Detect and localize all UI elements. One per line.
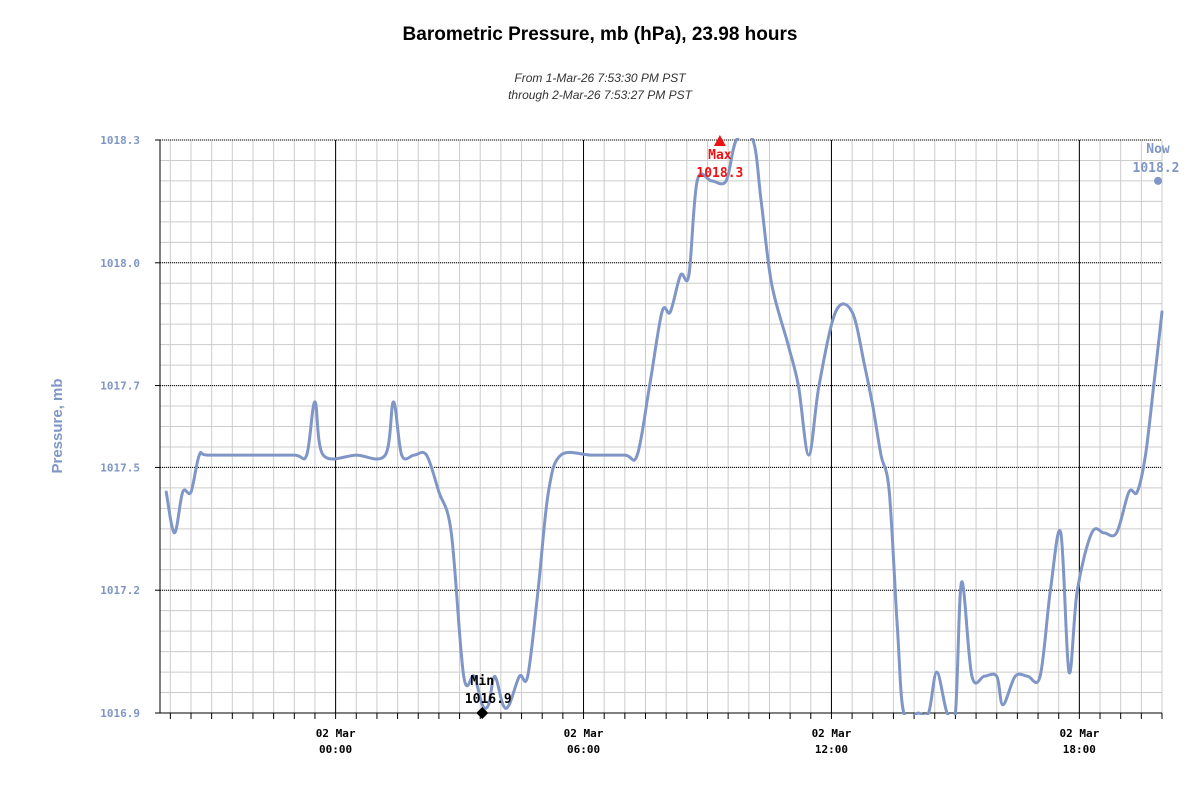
min-label: Min <box>471 674 494 689</box>
y-tick-label: 1016.9 <box>100 707 140 720</box>
y-tick-label: 1018.3 <box>100 134 140 147</box>
x-axis-ticks: 02 Mar 00:00 02 Mar 06:00 02 Mar 12:00 02 Mar 1… <box>316 727 1100 756</box>
now-label: Now <box>1146 142 1170 157</box>
x-tick-date: 02 Mar <box>316 727 356 740</box>
series-layer <box>164 138 1164 715</box>
x-tick-date: 02 Mar <box>1059 727 1099 740</box>
chart-subtitle-through: through 2-Mar-26 7:53:27 PM PST <box>508 88 692 102</box>
x-tick-time: 18:00 <box>1063 743 1096 756</box>
chart-subtitle-from: From 1-Mar-26 7:53:30 PM PST <box>514 71 686 85</box>
x-tick-date: 02 Mar <box>812 727 852 740</box>
now-value: 1018.2 <box>1133 161 1180 176</box>
y-axis-ticks: 1016.9 1017.2 1017.5 1017.7 1018.0 1018.3 <box>100 134 160 720</box>
series-line-0 <box>164 138 1164 715</box>
max-label: Max <box>708 148 732 163</box>
x-tick-time: 12:00 <box>815 743 848 756</box>
now-marker <box>1154 176 1162 185</box>
min-marker <box>476 707 489 719</box>
x-tick-time: 06:00 <box>567 743 600 756</box>
y-tick-label: 1018.0 <box>100 257 140 270</box>
x-tick-date: 02 Mar <box>564 727 604 740</box>
axes <box>159 140 1163 719</box>
max-value: 1018.3 <box>696 166 743 181</box>
chart-title: Barometric Pressure, mb (hPa), 23.98 hou… <box>402 24 798 45</box>
max-marker <box>713 135 726 146</box>
x-tick-time: 00:00 <box>319 743 352 756</box>
annotations: Max 1018.3 Min 1016.9 Now 1018.2 <box>465 135 1180 719</box>
y-axis-label: Pressure, mb <box>49 378 66 473</box>
y-tick-label: 1017.2 <box>100 584 140 597</box>
y-tick-label: 1017.5 <box>100 461 140 474</box>
y-tick-label: 1017.7 <box>100 380 140 393</box>
min-value: 1016.9 <box>465 692 512 707</box>
